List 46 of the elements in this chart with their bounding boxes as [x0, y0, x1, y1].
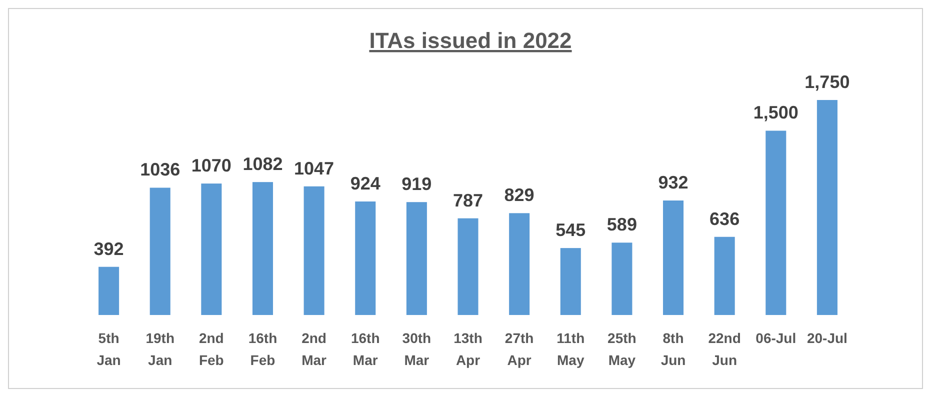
data-label: 392	[94, 238, 124, 259]
bar	[252, 182, 273, 315]
x-tick-label: 22nd Jun	[708, 330, 741, 368]
data-label: 545	[556, 220, 586, 240]
x-tick-label: 19th Jan	[146, 330, 175, 368]
x-tick-label: 2nd Feb	[198, 330, 224, 368]
x-tick-label: 06-Jul	[756, 330, 796, 346]
data-label: 1,750	[804, 72, 850, 92]
data-label: 1,500	[753, 102, 798, 123]
bar	[560, 248, 581, 315]
chart-title: ITAs issued in 2022	[369, 28, 572, 53]
bar	[663, 200, 684, 315]
data-label: 1036	[140, 160, 180, 180]
data-label: 829	[504, 185, 534, 206]
bar	[766, 130, 786, 315]
bar	[98, 266, 120, 315]
x-tick-label: 11th May	[556, 330, 585, 368]
bar	[458, 218, 478, 315]
bar	[201, 184, 222, 315]
bar	[612, 242, 632, 315]
x-tick-label: 27th Apr	[504, 330, 534, 368]
data-label: 932	[658, 172, 688, 192]
data-label: 919	[402, 174, 432, 194]
data-label: 589	[606, 214, 637, 235]
x-tick-label: 30th Mar	[402, 330, 432, 368]
data-label: 636	[710, 208, 740, 229]
x-tick-label: 16th Mar	[350, 330, 380, 368]
x-tick-label: 5th Jan	[96, 330, 121, 368]
x-tick-label: 25th May	[608, 330, 636, 368]
x-tick-label: 2nd Mar	[302, 330, 328, 368]
x-tick-label: 20-Jul	[806, 330, 848, 346]
x-tick-label: 16th Feb	[248, 330, 278, 368]
bar	[355, 201, 376, 315]
bar	[714, 236, 735, 315]
bar	[509, 213, 530, 315]
bar	[304, 186, 324, 315]
bar	[150, 188, 170, 315]
bar	[816, 100, 838, 315]
data-label: 924	[350, 173, 380, 194]
bar	[406, 202, 427, 315]
data-label: 787	[452, 190, 484, 210]
data-label: 1082	[242, 154, 283, 174]
data-label: 1047	[294, 158, 334, 178]
x-tick-label: 8th Jun	[660, 330, 686, 368]
x-tick-label: 13th Apr	[454, 330, 482, 368]
data-label: 1070	[191, 156, 232, 176]
